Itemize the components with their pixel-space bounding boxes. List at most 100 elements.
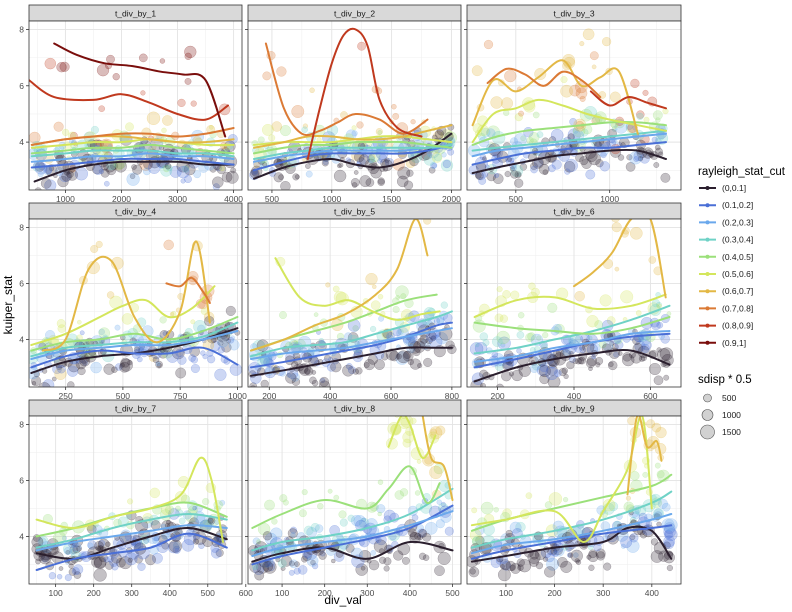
scatter-point <box>331 558 336 564</box>
trend-line <box>250 310 453 358</box>
trend-line <box>251 465 441 529</box>
scatter-point <box>289 559 298 569</box>
scatter-point <box>38 382 51 387</box>
scatter-point <box>528 556 539 567</box>
facet-panels: t_div_by_1 4 6 8 1000 2000 3000 4000 t_div_by_2 5… <box>19 4 682 598</box>
scatter-point <box>403 180 414 190</box>
scatter-point <box>496 286 503 293</box>
scatter-point <box>544 566 556 578</box>
trend-line <box>29 79 229 121</box>
scatter-point <box>430 335 437 342</box>
scatter-point <box>626 539 640 553</box>
scatter-point <box>629 226 643 240</box>
trend-line <box>421 416 454 501</box>
scatter-point <box>542 331 549 339</box>
x-tick-label: 600 <box>643 391 657 401</box>
scatter-point <box>519 163 528 171</box>
scatter-point <box>547 375 561 387</box>
scatter-point <box>401 556 410 565</box>
scatter-point <box>536 335 542 341</box>
scatter-point <box>643 116 650 123</box>
scatter-point <box>648 256 657 264</box>
scatter-point <box>260 379 269 387</box>
scatter-point <box>156 362 162 368</box>
scatter-point <box>330 361 342 373</box>
y-tick-label: 8 <box>19 222 24 232</box>
legend-label: (0.8,0.9] <box>722 321 753 331</box>
scatter-point <box>350 178 360 187</box>
scatter-point <box>145 554 156 566</box>
panel-border <box>247 218 462 388</box>
scatter-point <box>377 293 384 300</box>
scatter-point <box>292 173 300 181</box>
scatter-point <box>536 131 544 138</box>
scatter-point <box>370 550 377 556</box>
scatter-point <box>262 71 272 81</box>
scatter-point <box>133 339 142 348</box>
scatter-point <box>411 514 419 521</box>
scatter-point <box>31 375 42 387</box>
scatter-point <box>172 545 181 554</box>
x-tick-label: 600 <box>384 391 398 401</box>
scatter-point <box>93 568 107 582</box>
trend-line <box>471 98 667 144</box>
scatter-point <box>336 332 345 341</box>
scatter-point <box>319 550 326 557</box>
trend-line <box>30 316 239 352</box>
scatter-point <box>209 165 217 173</box>
scatter-point <box>184 175 192 184</box>
trend-line <box>471 141 667 166</box>
scatter-point <box>429 161 438 170</box>
scatter-point <box>566 552 572 558</box>
scatter-point <box>285 372 297 384</box>
scatter-point <box>630 471 640 481</box>
scatter-point <box>219 165 226 172</box>
scatter-point <box>423 153 436 166</box>
scatter-point <box>217 346 225 354</box>
scatter-point <box>217 336 229 348</box>
scatter-point <box>377 158 383 164</box>
scatter-point <box>309 87 315 94</box>
scatter-point <box>301 555 308 563</box>
scatter-point <box>377 479 384 485</box>
scatter-point <box>394 490 405 500</box>
scatter-point <box>495 383 504 387</box>
scatter-point <box>545 552 555 563</box>
scatter-point <box>435 425 446 436</box>
scatter-point <box>399 488 409 497</box>
scatter-point <box>338 162 344 168</box>
scatter-point <box>567 552 574 558</box>
scatter-point <box>159 316 167 324</box>
scatter-point <box>318 380 331 387</box>
scatter-point <box>542 556 549 562</box>
size-legend-items: 500 1000 1500 <box>700 393 741 440</box>
scatter-point <box>554 369 562 377</box>
scatter-point <box>547 302 558 313</box>
panel-border <box>28 415 243 585</box>
scatter-point <box>293 339 299 345</box>
scatter-point <box>181 539 195 552</box>
scatter-point <box>71 542 82 552</box>
scatter-point <box>249 382 258 387</box>
scatter-point <box>289 526 298 534</box>
x-tick-label: 100 <box>49 588 63 598</box>
scatter-point <box>648 362 661 376</box>
scatter-point <box>177 165 190 179</box>
facet-panel: t_div_by_4 4 6 8 250 500 750 1000 <box>19 202 247 401</box>
scatter-point <box>532 111 540 119</box>
scatter-point <box>478 176 487 185</box>
scatter-point <box>633 156 640 162</box>
scatter-point <box>588 564 595 571</box>
scatter-point <box>480 127 491 138</box>
scatter-point <box>76 545 83 552</box>
trend-line <box>35 456 224 543</box>
scatter-point <box>116 557 126 568</box>
x-axis-label: div_val <box>324 593 361 607</box>
scatter-point <box>111 366 118 373</box>
scatter-point <box>72 564 84 575</box>
size-legend-circle <box>701 409 714 421</box>
scatter-point <box>193 170 202 179</box>
scatter-point <box>336 163 342 169</box>
scatter-point <box>636 112 644 121</box>
trend-line <box>35 512 228 549</box>
